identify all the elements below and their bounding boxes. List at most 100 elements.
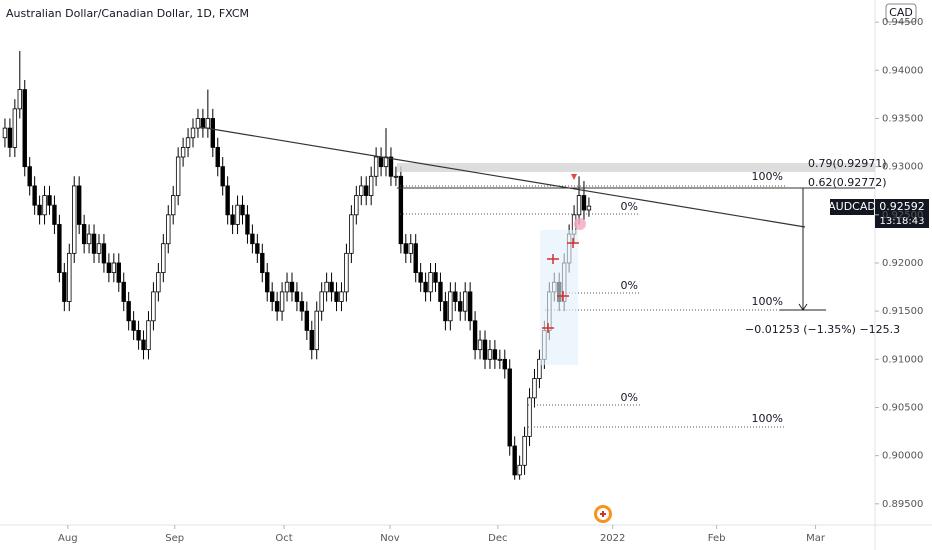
candle-body (418, 272, 423, 283)
fib-zone (397, 163, 875, 172)
candle-body (260, 252, 265, 274)
candle-body (388, 156, 394, 177)
y-tick-label: 0.90000 (882, 451, 923, 462)
x-tick-label: Sep (165, 533, 184, 544)
candle-body (453, 291, 458, 302)
countdown: 13:18:43 (880, 216, 925, 227)
marker-circle (574, 218, 586, 230)
candle-body (339, 291, 344, 302)
candle-body (537, 358, 542, 379)
candle-body (393, 175, 399, 178)
candle-body (96, 243, 102, 254)
candle-body (215, 146, 220, 168)
x-tick-label: Aug (58, 533, 78, 544)
price-tag (875, 199, 929, 228)
candle-body (354, 195, 359, 216)
candle-body (205, 118, 211, 129)
candle-body (210, 118, 216, 148)
candle-body (433, 272, 438, 283)
candle-body (101, 243, 107, 264)
candle-body (299, 301, 305, 312)
y-tick-label: 0.89500 (882, 499, 923, 510)
candle-body (329, 281, 334, 293)
candle-body (279, 291, 285, 312)
chart-title: Australian Dollar/Canadian Dollar, 1D, F… (6, 7, 249, 20)
candle-body (368, 175, 374, 196)
symbol-tag (830, 199, 874, 215)
candle-body (37, 204, 42, 216)
candle-body (131, 320, 136, 331)
candle-body (2, 127, 8, 139)
fib-label: 0.79(0.92971) (808, 157, 887, 170)
y-tick-label: 0.92000 (882, 258, 923, 269)
x-tick-label: Oct (275, 533, 292, 544)
fib-label: 100% (752, 170, 783, 183)
candle-body (383, 156, 389, 168)
candle-body (57, 224, 62, 274)
candle-body (42, 195, 47, 216)
candle-body (304, 310, 310, 331)
candle-body (250, 233, 255, 245)
candle-body (507, 368, 512, 447)
candle-body (76, 185, 82, 225)
x-tick-label: Mar (806, 533, 826, 544)
trendline (199, 126, 806, 228)
candle-body (185, 137, 191, 148)
candle-body (12, 108, 18, 148)
candle-body (7, 127, 13, 148)
candle-body (72, 185, 77, 254)
candle-body (235, 204, 240, 225)
candle-body (180, 146, 186, 158)
candle-body (195, 118, 201, 129)
candle-body (472, 320, 478, 351)
candle-body (443, 301, 448, 322)
y-tick-label: 0.91000 (882, 354, 923, 365)
candle-body (274, 301, 280, 312)
candle-body (576, 195, 582, 216)
candle-body (408, 243, 413, 254)
candle-body (136, 330, 141, 341)
currency: CAD (889, 6, 913, 19)
candle-body (458, 301, 463, 312)
candle-body (52, 204, 57, 225)
measure-label: −0.01253 (−1.35%) −125.3 (745, 323, 900, 336)
candle-body (225, 185, 230, 216)
candle-body (522, 435, 527, 466)
event-flag (600, 511, 606, 517)
candle-body (230, 214, 235, 225)
candle-body (319, 291, 324, 312)
candle-body (502, 358, 507, 370)
candle-body (161, 243, 166, 274)
candle-body (364, 185, 369, 196)
symbol-label: AUDCAD (828, 200, 876, 213)
candle-body (67, 252, 72, 302)
currency-box[interactable] (885, 3, 917, 23)
candle-body (17, 89, 22, 110)
candle-body (428, 272, 433, 293)
fib-label: 0.62(0.92772) (808, 176, 887, 189)
candle-body (334, 291, 339, 302)
y-tick-label: 0.90500 (882, 402, 923, 413)
candle-body (492, 349, 498, 360)
candle-body (111, 262, 117, 274)
candle-body (220, 166, 225, 187)
fib-label: 0% (621, 391, 638, 404)
candle-body (482, 339, 488, 360)
y-tick-label: 0.92500 (882, 210, 923, 221)
candle-body (62, 272, 67, 302)
candle-body (86, 233, 92, 245)
candle-body (467, 291, 473, 322)
candle-body (349, 214, 354, 254)
y-tick-label: 0.93000 (882, 162, 923, 173)
candle-body (200, 118, 206, 129)
candle-body (190, 127, 196, 139)
candle-body (403, 243, 409, 254)
y-tick-label: 0.94000 (882, 65, 923, 76)
candle-body (309, 330, 314, 351)
candle-body (126, 301, 131, 322)
candle-body (314, 310, 319, 351)
candle-body (477, 339, 483, 351)
candle-body (462, 291, 468, 312)
candle-body (438, 281, 443, 302)
